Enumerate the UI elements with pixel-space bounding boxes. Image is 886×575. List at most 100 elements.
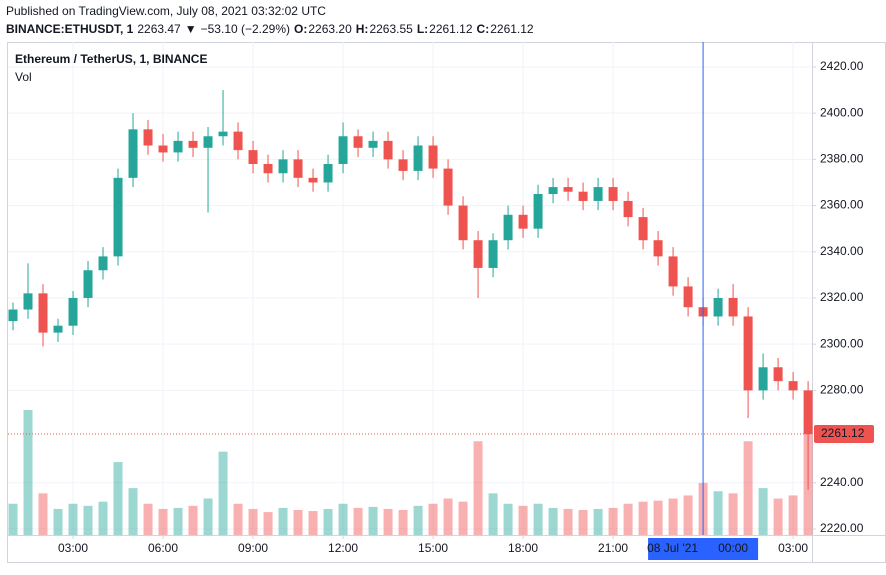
candle-body bbox=[443, 168, 453, 206]
volume-bar bbox=[623, 503, 633, 535]
candle-body bbox=[458, 205, 468, 241]
volume-bar bbox=[608, 507, 618, 535]
volume-bar bbox=[323, 508, 333, 535]
candle-body bbox=[773, 367, 783, 382]
chart-title: Ethereum / TetherUS, 1, BINANCE bbox=[15, 52, 207, 66]
candle-body bbox=[173, 140, 183, 153]
candle-body bbox=[188, 140, 198, 148]
candle-body bbox=[263, 163, 273, 174]
volume-bar bbox=[743, 441, 753, 535]
volume-bar bbox=[158, 508, 168, 535]
volume-bar bbox=[113, 462, 123, 535]
volume-bar bbox=[38, 493, 48, 535]
candle-body bbox=[293, 159, 303, 178]
volume-bar bbox=[443, 498, 453, 535]
volume-bar bbox=[563, 508, 573, 535]
candle-body bbox=[68, 297, 78, 326]
volume-bar bbox=[413, 505, 423, 535]
x-tick-label: 15:00 bbox=[418, 541, 448, 555]
volume-bar bbox=[203, 498, 213, 535]
candle-body bbox=[488, 240, 498, 268]
candle-body bbox=[428, 145, 438, 169]
volume-bar bbox=[338, 503, 348, 535]
candle-body bbox=[38, 293, 48, 333]
volume-bar bbox=[368, 506, 378, 535]
volume-bar bbox=[428, 503, 438, 535]
y-tick-label: 2300.00 bbox=[820, 336, 864, 350]
candle-body bbox=[338, 136, 348, 164]
candle-body bbox=[668, 256, 678, 287]
candle-body bbox=[158, 145, 168, 153]
candle-body bbox=[743, 316, 753, 391]
volume-bar bbox=[638, 501, 648, 535]
volume-bar bbox=[233, 503, 243, 535]
volume-bar bbox=[353, 507, 363, 535]
candle-body bbox=[53, 325, 63, 333]
candle-body bbox=[368, 140, 378, 148]
candle-body bbox=[353, 136, 363, 148]
candle-body bbox=[83, 270, 93, 298]
candle-body bbox=[413, 145, 423, 171]
volume-bar bbox=[383, 508, 393, 535]
overlay: 2261.12 08 Jul '21 00:00 bbox=[8, 42, 874, 560]
candle-body bbox=[518, 214, 528, 229]
volume-bar bbox=[713, 491, 723, 535]
volume-bar bbox=[593, 508, 603, 535]
candle-body bbox=[278, 159, 288, 174]
volume-bar bbox=[248, 508, 258, 535]
candle-body bbox=[578, 191, 588, 201]
header-text: ▼ bbox=[185, 22, 197, 36]
candle-body bbox=[98, 256, 108, 271]
volume-bar bbox=[308, 511, 318, 535]
candle-body bbox=[533, 194, 543, 229]
candle-body bbox=[113, 177, 123, 257]
volume-bar bbox=[218, 451, 228, 535]
volume-bar bbox=[23, 410, 33, 535]
volume-pane bbox=[8, 410, 813, 535]
candle-body bbox=[383, 140, 393, 160]
volume-bar bbox=[83, 505, 93, 535]
candle-body bbox=[653, 240, 663, 257]
header-text: BINANCE:ETHUSDT, 1 bbox=[6, 22, 134, 36]
volume-bar bbox=[683, 495, 693, 535]
volume-bar bbox=[578, 510, 588, 535]
candles bbox=[8, 90, 813, 490]
volume-bar bbox=[548, 507, 558, 535]
header-text: 2263.55 bbox=[369, 22, 413, 36]
candle-body bbox=[143, 129, 153, 146]
volume-bar bbox=[473, 441, 483, 535]
y-tick-label: 2280.00 bbox=[820, 383, 864, 397]
header-text: 2263.20 bbox=[308, 22, 352, 36]
candle-body bbox=[608, 187, 618, 201]
volume-bar bbox=[533, 503, 543, 535]
candle-body bbox=[503, 214, 513, 241]
candle-body bbox=[248, 150, 258, 164]
volume-bar bbox=[758, 488, 768, 535]
x-tick-label: 03:00 bbox=[58, 541, 88, 555]
volume-bar bbox=[458, 501, 468, 535]
candle-body bbox=[563, 187, 573, 192]
candle-body bbox=[758, 367, 768, 391]
candle-body bbox=[128, 129, 138, 178]
volume-bar bbox=[53, 508, 63, 535]
published-note: Published on TradingView.com, July 08, 2… bbox=[6, 4, 326, 18]
header-text: L: bbox=[417, 22, 428, 36]
volume-bar bbox=[293, 510, 303, 535]
volume-bar bbox=[773, 498, 783, 535]
candle-body bbox=[8, 309, 18, 322]
candle-body bbox=[308, 177, 318, 183]
candle-body bbox=[23, 293, 33, 310]
volume-bar bbox=[653, 500, 663, 535]
y-tick-label: 2380.00 bbox=[820, 152, 864, 166]
volume-bar bbox=[788, 495, 798, 535]
y-tick-label: 2220.00 bbox=[820, 521, 864, 535]
header-text: 2261.12 bbox=[429, 22, 473, 36]
volume-bar bbox=[263, 512, 273, 535]
candle-body bbox=[788, 381, 798, 391]
volume-bar bbox=[278, 507, 288, 535]
crosshair-time: 00:00 bbox=[718, 541, 748, 555]
x-tick-label: 18:00 bbox=[508, 541, 538, 555]
last-price-label: 2261.12 bbox=[821, 426, 865, 440]
